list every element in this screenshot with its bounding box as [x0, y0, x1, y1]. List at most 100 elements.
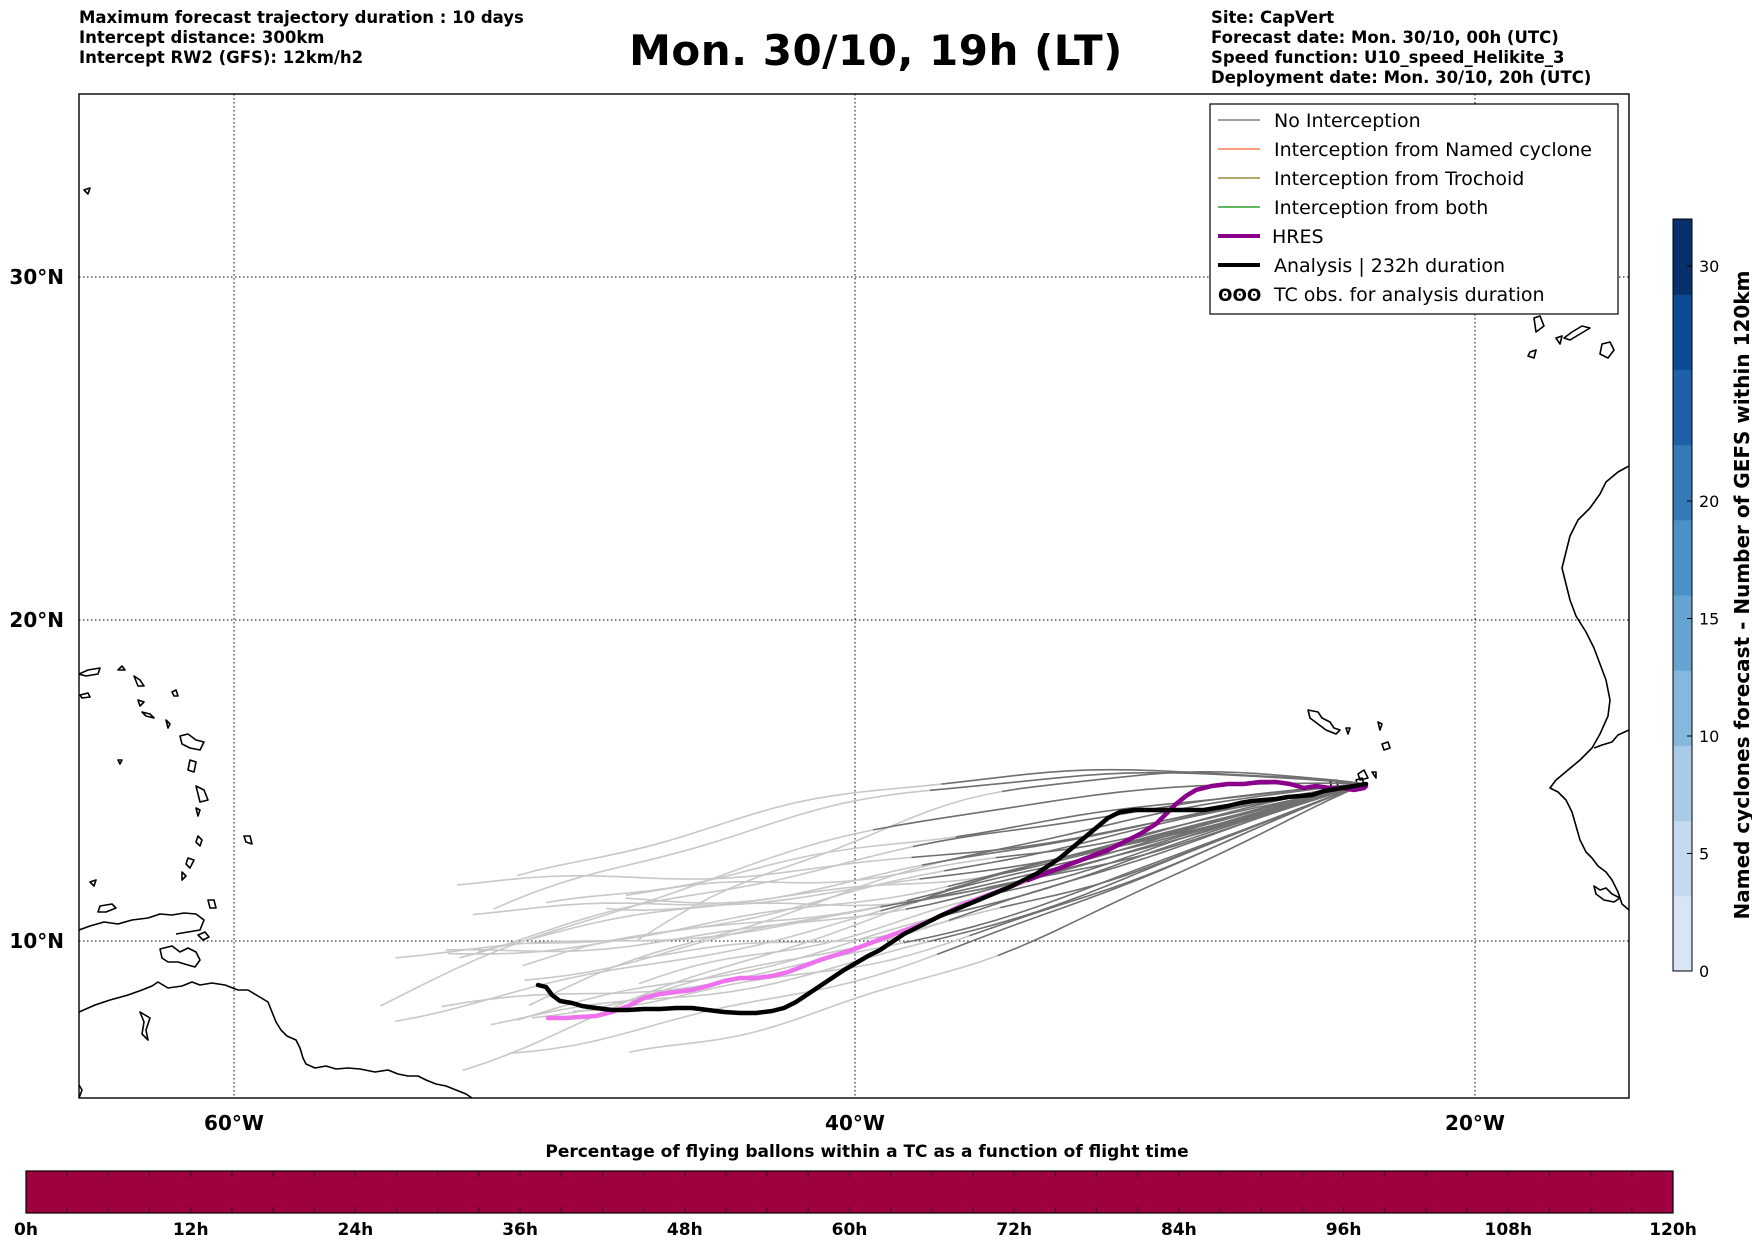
coast-island [117, 665, 126, 671]
hres-trajectory-late [1025, 779, 1369, 883]
ensemble-trajectory [629, 954, 998, 1053]
coast-island [137, 699, 145, 707]
colorbar-right-tick-label: 20 [1699, 492, 1719, 511]
colorbar-bottom-tick-label: 24h [338, 1220, 374, 1240]
coast-cape-verde-island [1357, 769, 1369, 781]
ensemble-trajectory [508, 953, 938, 1055]
header-left-line: Intercept RW2 (GFS): 12km/h2 [79, 48, 364, 67]
legend-item: No Interception [1218, 110, 1421, 132]
ensemble-trajectory [394, 910, 881, 1023]
legend-box [1209, 103, 1619, 315]
coast-island [195, 785, 209, 803]
colorbar-right-block [1673, 519, 1692, 596]
ensemble-trajectory [516, 783, 942, 877]
coast-cape-verde-island [1381, 741, 1391, 751]
lon-label: 20°W [1445, 1111, 1505, 1135]
coast-island [187, 759, 197, 773]
colorbar-bottom-tick-label: 60h [832, 1220, 868, 1240]
colorbar-right-block [1673, 219, 1692, 295]
ensemble-trajectory [493, 789, 931, 910]
lat-label: 30°N [9, 265, 64, 289]
colorbar-bottom-tick-label: 36h [502, 1220, 538, 1240]
coast-cape-verde-island [1307, 709, 1341, 735]
legend-item: Interception from both [1218, 197, 1488, 219]
analysis-trajectory [535, 781, 1369, 1016]
coast-caribbean-main [79, 912, 205, 935]
colorbar-bottom-tick-label: 0h [14, 1220, 38, 1240]
colorbar-right-frame [1672, 218, 1693, 972]
map-frame [78, 93, 1630, 1099]
coast-island [185, 857, 195, 869]
header-left-info: Maximum forecast trajectory duration : 1… [79, 8, 524, 68]
colorbar-right-block [1673, 895, 1692, 972]
coast-island [117, 759, 123, 765]
coast-canary-island [1533, 315, 1545, 333]
coast-island [97, 903, 117, 913]
header-left-line: Intercept distance: 300km [79, 28, 325, 47]
legend-label: Interception from Trochoid [1274, 168, 1524, 190]
coast-south-america [79, 981, 473, 1098]
ensemble-trajectory [941, 768, 1367, 785]
coast-island [181, 871, 187, 881]
colorbar-bottom: Percentage of flying ballons within a TC… [14, 1142, 1697, 1240]
coast-island [165, 719, 171, 729]
legend: No Interception Interception from Named c… [1209, 103, 1619, 315]
ensemble-trajectory [462, 901, 915, 1072]
coast-island [195, 807, 201, 817]
lat-label: 20°N [9, 608, 64, 632]
colorbar-right-block [1673, 369, 1692, 446]
lat-label: 10°N [9, 929, 64, 953]
legend-label: Interception from Named cyclone [1274, 139, 1592, 161]
tc-obs-symbol-icon: ʘʘʘ [1218, 286, 1261, 306]
coast-island [141, 711, 155, 719]
colorbar-right-block [1673, 745, 1692, 822]
coast-island [79, 692, 91, 699]
ensemble-trajectory [524, 889, 946, 982]
coast-south-america-edge [79, 1084, 83, 1098]
legend-label: No Interception [1274, 110, 1421, 132]
ensemble-trajectory [472, 878, 920, 916]
coast-island [133, 675, 145, 687]
coast-island [1593, 885, 1621, 903]
coast-island [89, 879, 97, 887]
ensemble-trajectory [478, 864, 923, 952]
coast-canary-island [1563, 325, 1591, 341]
colorbar-bottom-tick-label: 108h [1485, 1220, 1533, 1240]
colorbar-bottom-bar [25, 1170, 1674, 1214]
legend-label: Interception from both [1274, 197, 1488, 219]
ensemble-trajectory [516, 915, 942, 1021]
colorbar-right-tick-label: 0 [1699, 962, 1709, 981]
colorbar-bottom-tick-label: 84h [1161, 1220, 1197, 1240]
colorbar-right-block [1673, 820, 1692, 897]
header-right-line: Forecast date: Mon. 30/10, 00h (UTC) [1211, 28, 1559, 47]
coast-canary-island [1599, 341, 1615, 359]
colorbar-right-tick-label: 15 [1699, 610, 1719, 629]
legend-label: Analysis | 232h duration [1274, 255, 1505, 277]
header-right-line: Site: CapVert [1211, 8, 1335, 27]
colorbar-right-block [1673, 294, 1692, 370]
ensemble-trajectory [945, 783, 1367, 891]
lon-label: 60°W [204, 1111, 264, 1135]
lon-label: 40°W [825, 1111, 885, 1135]
colorbar-right-label: Named cyclones forecast - Number of GEFS… [1730, 271, 1752, 920]
ensemble-trajectory [985, 783, 1367, 889]
legend-label: HRES [1272, 226, 1324, 248]
coast-cape-verde-island [1377, 721, 1383, 731]
coast-island [139, 1011, 151, 1041]
ensemble-trajectory [947, 783, 1367, 862]
coast-island [83, 187, 91, 195]
coast-island [207, 899, 217, 909]
colorbar-bottom-tick-label: 12h [173, 1220, 209, 1240]
colorbar-right-tick-label: 10 [1699, 727, 1719, 746]
coast-cape-verde-island [1371, 771, 1377, 779]
header-left-line: Maximum forecast trajectory duration : 1… [79, 8, 524, 27]
coast-island [179, 733, 205, 751]
colorbar-right-block [1673, 595, 1692, 671]
coast-cape-verde-island [1345, 727, 1351, 735]
ensemble-trajectory [634, 906, 1001, 960]
ensemble-trajectory [997, 783, 1367, 957]
ensemble-trajectory [380, 829, 874, 1007]
coast-canary-island [1555, 335, 1563, 345]
ensemble-trajectory [941, 783, 1367, 917]
coast-trinidad [159, 945, 201, 968]
